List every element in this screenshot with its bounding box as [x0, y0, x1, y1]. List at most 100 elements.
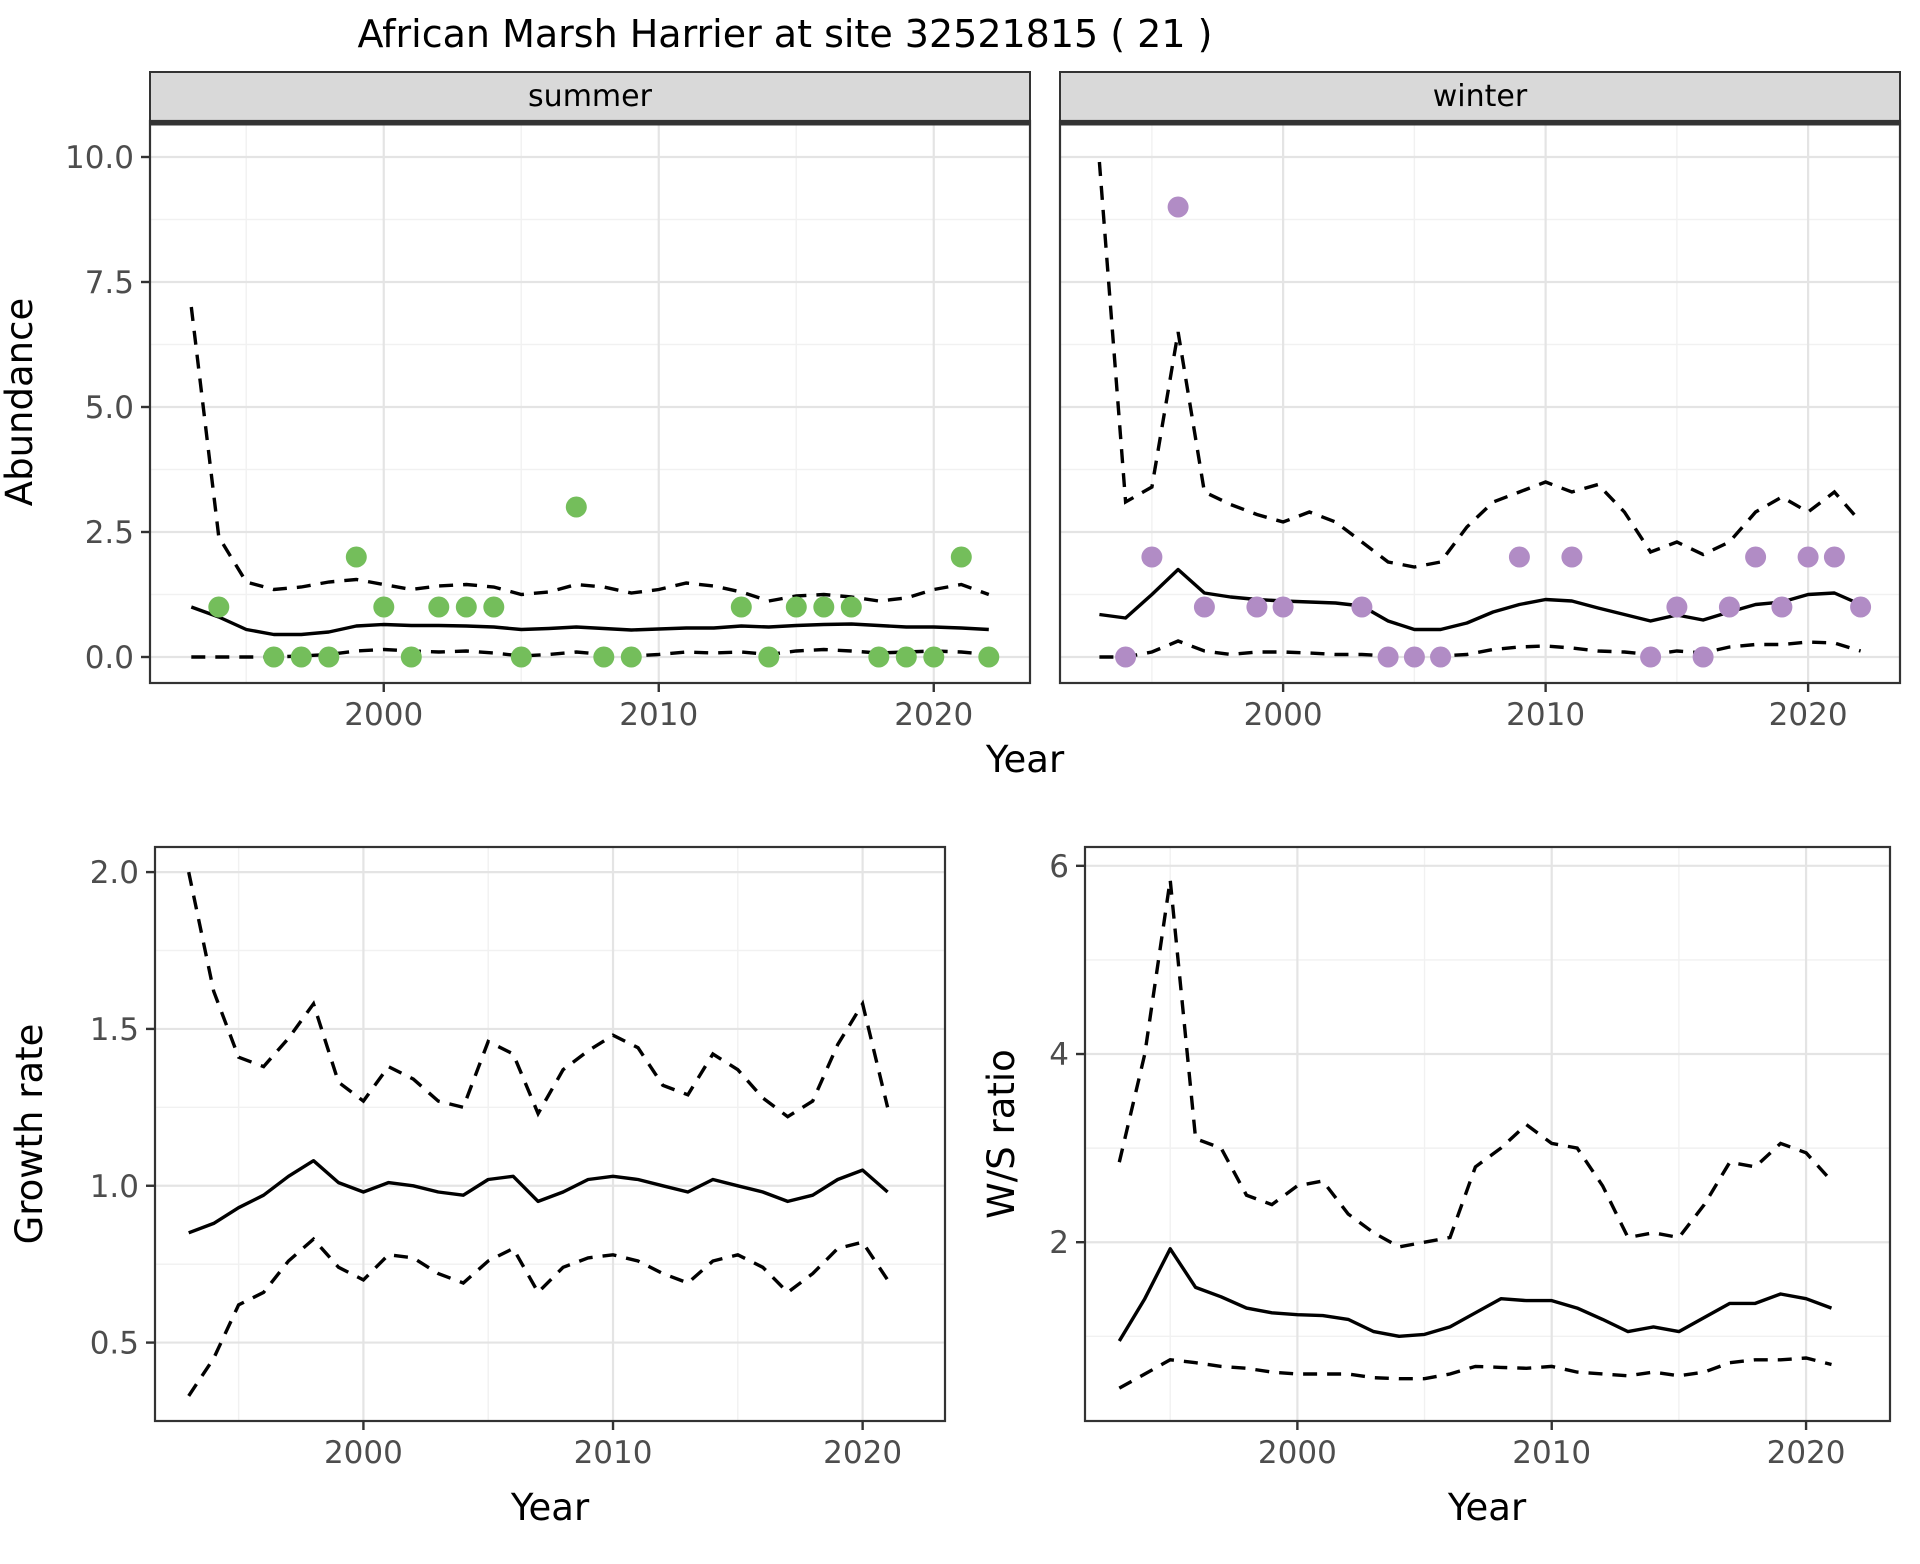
data-point-summer	[758, 646, 780, 668]
data-point-winter	[1561, 546, 1583, 568]
panel-growth-rate: 2000 2010 2020 0.5 1.0 1.5 2.0	[90, 845, 947, 1471]
data-point-summer	[428, 596, 450, 618]
x-axis-tick-label: 2020	[1769, 697, 1848, 733]
y-axis-tick-label: 0.5	[90, 1326, 139, 1362]
year-axis-title-growth: Year	[510, 1486, 590, 1529]
data-point-winter	[1403, 646, 1425, 668]
data-point-winter	[1640, 646, 1662, 668]
panel-background	[150, 121, 1030, 683]
ci-lower-line	[187, 1236, 890, 1397]
ci-upper-line	[1097, 161, 1862, 569]
x-axis-tick-label: 2010	[619, 697, 698, 733]
data-point-summer	[263, 646, 285, 668]
data-point-winter	[1167, 196, 1189, 218]
x-axis-tick-label: 2000	[1244, 697, 1323, 733]
panel-abundance-summer: 2000 2010 2020 0.0 2.5 5.0 7.5 10.0	[65, 119, 1032, 733]
data-point-winter	[1745, 546, 1767, 568]
data-point-summer	[950, 546, 972, 568]
mean-line	[190, 605, 989, 637]
data-point-summer	[373, 596, 395, 618]
ci-upper-line	[189, 306, 990, 603]
x-axis-tick-label: 2000	[324, 1435, 403, 1471]
data-point-summer	[840, 596, 862, 618]
ci-lower-line	[1099, 639, 1862, 659]
facet-strip-winter	[1059, 71, 1901, 122]
data-point-summer	[290, 646, 312, 668]
y-axis-tick-label: 6	[1049, 849, 1069, 885]
x-axis-tick-label: 2000	[1258, 1435, 1337, 1471]
y-axis-tick-label: 0.0	[85, 640, 134, 676]
data-point-summer	[813, 596, 835, 618]
data-point-summer	[208, 596, 230, 618]
facet-strip-label-summer: summer	[528, 79, 653, 114]
facet-strip-label-winter: winter	[1433, 79, 1528, 114]
page-title: African Marsh Harrier at site 32521815 (…	[358, 12, 1213, 56]
data-point-winter	[1193, 596, 1215, 618]
ci-lower-line	[1118, 1356, 1832, 1390]
data-point-summer	[483, 596, 505, 618]
year-axis-title-ws: Year	[1447, 1486, 1527, 1529]
data-point-summer	[593, 646, 615, 668]
data-point-summer	[978, 646, 1000, 668]
abundance-axis-title: Abundance	[0, 298, 41, 506]
data-point-summer	[455, 596, 477, 618]
data-point-winter	[1508, 546, 1530, 568]
facet-strips: summer winter	[149, 71, 1901, 122]
x-axis-tick-label: 2010	[574, 1435, 653, 1471]
growth-rate-axis-title: Growth rate	[8, 1024, 51, 1245]
data-point-summer	[565, 496, 587, 518]
y-axis-tick-label: 2.5	[85, 515, 134, 551]
data-point-winter	[1718, 596, 1740, 618]
data-point-summer	[318, 646, 340, 668]
data-point-summer	[730, 596, 752, 618]
x-axis-tick-label: 2010	[1506, 697, 1585, 733]
y-axis-tick-label: 1.5	[90, 1012, 139, 1048]
data-point-winter	[1797, 546, 1819, 568]
panel-border	[1083, 845, 1892, 1423]
data-point-summer	[400, 646, 422, 668]
ws-ratio-axis-title: W/S ratio	[980, 1049, 1023, 1219]
x-axis-tick-label: 2020	[894, 697, 973, 733]
data-point-summer	[923, 646, 945, 668]
y-axis-tick-label: 10.0	[65, 140, 134, 176]
panel-background	[155, 847, 945, 1421]
data-point-summer	[868, 646, 890, 668]
data-point-winter	[1141, 546, 1163, 568]
mean-line	[1117, 1247, 1833, 1342]
x-axis-tick-label: 2020	[823, 1435, 902, 1471]
x-axis-tick-label: 2010	[1512, 1435, 1591, 1471]
data-point-winter	[1351, 596, 1373, 618]
data-point-winter	[1246, 596, 1268, 618]
x-axis-tick-label: 2000	[344, 697, 423, 733]
data-point-winter	[1823, 546, 1845, 568]
year-axis-title-top: Year	[985, 738, 1065, 781]
data-point-winter	[1115, 646, 1137, 668]
data-point-summer	[785, 596, 807, 618]
ci-upper-line	[1117, 879, 1833, 1249]
data-point-winter	[1692, 646, 1714, 668]
data-point-winter	[1771, 596, 1793, 618]
y-axis-tick-label: 1.0	[90, 1169, 139, 1205]
data-point-winter	[1850, 596, 1872, 618]
facet-strip-summer	[149, 71, 1031, 122]
data-point-winter	[1377, 646, 1399, 668]
panel-background	[1085, 847, 1890, 1421]
y-axis-tick-label: 2	[1049, 1225, 1069, 1261]
panel-abundance-winter: 2000 2010 2020	[1058, 119, 1902, 733]
data-point-summer	[895, 646, 917, 668]
y-axis-tick-label: 5.0	[85, 390, 134, 426]
data-point-winter	[1272, 596, 1294, 618]
data-point-summer	[510, 646, 532, 668]
panel-border	[153, 845, 947, 1423]
x-axis-tick-label: 2020	[1767, 1435, 1846, 1471]
data-point-summer	[345, 546, 367, 568]
data-point-winter	[1430, 646, 1452, 668]
data-point-winter	[1666, 596, 1688, 618]
ci-upper-line	[187, 871, 890, 1119]
y-axis-tick-label: 4	[1049, 1037, 1069, 1073]
panel-ws-ratio: 2000 2010 2020 2 4 6	[1049, 845, 1892, 1471]
y-axis-tick-label: 2.0	[90, 855, 139, 891]
data-point-summer	[620, 646, 642, 668]
